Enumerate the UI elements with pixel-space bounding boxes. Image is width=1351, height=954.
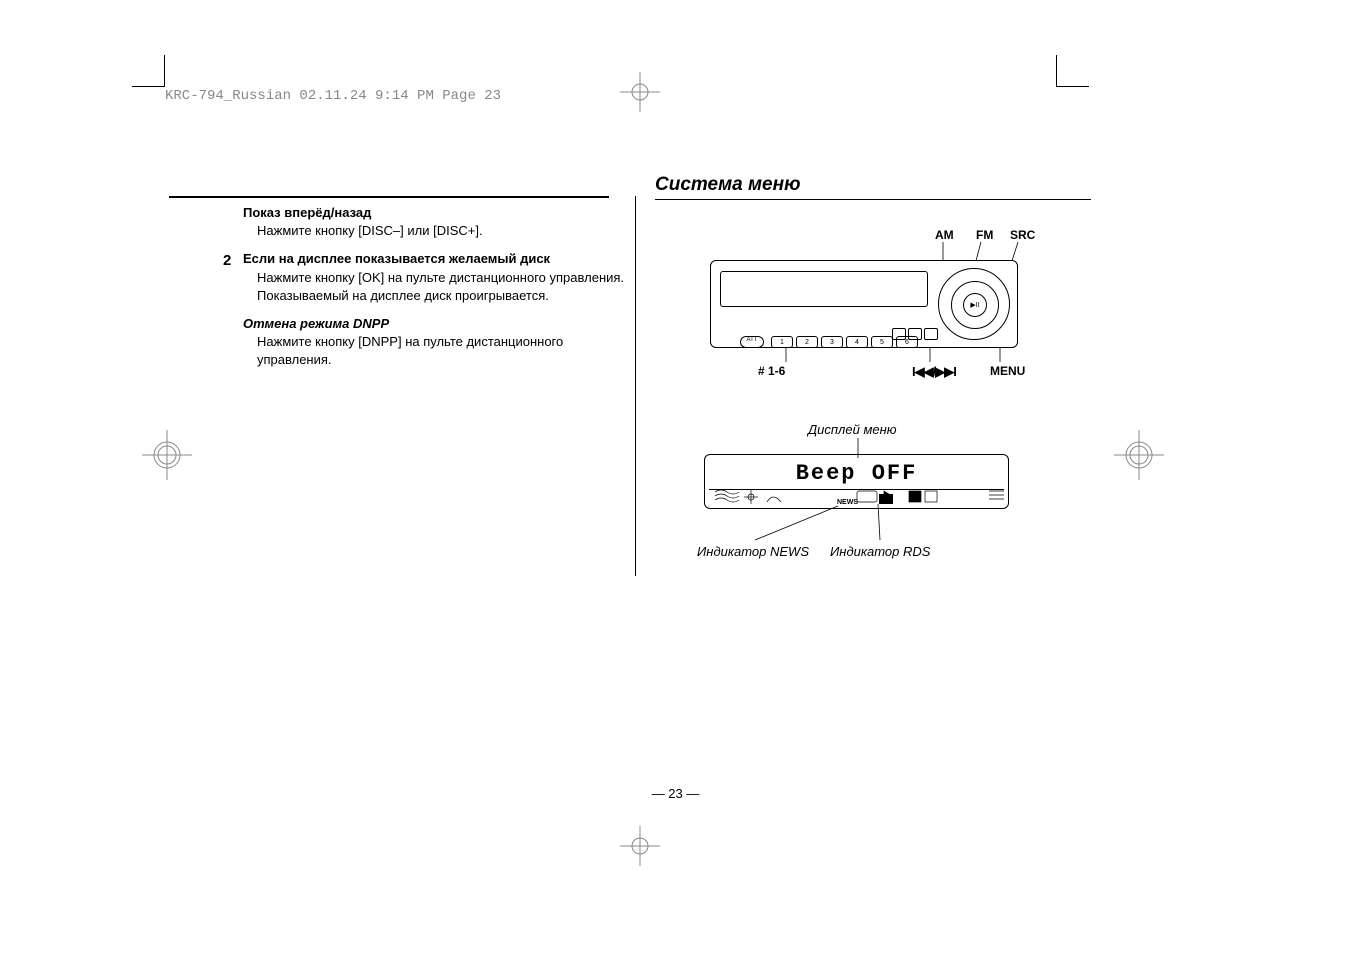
step-number: 2 xyxy=(223,250,231,271)
jog-center-button: ▶II xyxy=(963,293,987,317)
registration-mark-icon xyxy=(620,72,660,112)
radio-lcd xyxy=(720,271,928,307)
mini-button xyxy=(908,328,922,340)
body-text: Показываемый на дисплее диск проигрывает… xyxy=(257,287,628,305)
mini-button xyxy=(924,328,938,340)
display-caption: Дисплей меню xyxy=(808,422,897,437)
body-text: Нажмите кнопку [OK] на пульте дистанцион… xyxy=(257,269,628,287)
body-text: Нажмите кнопку [DNPP] на пульте дистанци… xyxy=(257,333,628,351)
body-text: управления. xyxy=(257,351,628,369)
left-column: Показ вперёд/назад Нажмите кнопку [DISC–… xyxy=(243,204,628,380)
label-seek: I◀◀/▶▶I xyxy=(912,364,956,380)
label-indicator-news: Индикатор NEWS xyxy=(697,544,809,559)
registration-mark-icon xyxy=(142,430,192,480)
label-preset-1-6: # 1-6 xyxy=(758,364,785,378)
crop-mark-tr xyxy=(1056,55,1089,87)
lcd-frame: Beep OFF xyxy=(704,454,1009,509)
subhead-desired-disc: Если на дисплее показывается желаемый ди… xyxy=(243,250,628,268)
lcd-icon-row: NEWS xyxy=(709,488,1004,506)
jog-dial: ▶II xyxy=(938,268,1010,340)
lcd-main-text: Beep OFF xyxy=(705,461,1008,486)
right-mini-buttons xyxy=(892,328,938,340)
registration-mark-icon xyxy=(1114,430,1164,480)
label-indicator-rds: Индикатор RDS xyxy=(830,544,930,559)
page-number: — 23 — xyxy=(0,786,1351,801)
column-divider xyxy=(635,196,636,576)
preset-button: 3 xyxy=(821,336,843,348)
att-button: ATT xyxy=(740,336,764,348)
print-header: KRC-794_Russian 02.11.24 9:14 PM Page 23 xyxy=(165,88,501,104)
label-fm: FM xyxy=(976,228,993,242)
preset-button: 4 xyxy=(846,336,868,348)
preset-button: 5 xyxy=(871,336,893,348)
page: KRC-794_Russian 02.11.24 9:14 PM Page 23… xyxy=(0,0,1351,954)
subhead-forward-back: Показ вперёд/назад xyxy=(243,204,628,222)
lcd-illustration: Beep OFF xyxy=(704,454,1009,534)
subhead-cancel-dnpp: Отмена режима DNPP xyxy=(243,315,628,333)
news-indicator: NEWS xyxy=(837,499,858,506)
divider xyxy=(169,196,609,198)
preset-button: 1 xyxy=(771,336,793,348)
label-src: SRC xyxy=(1010,228,1035,242)
section-title: Система меню xyxy=(655,174,1091,200)
crop-mark-tl xyxy=(132,55,165,87)
label-am: AM xyxy=(935,228,954,242)
rds-indicator-icon xyxy=(879,494,893,504)
preset-button: 2 xyxy=(796,336,818,348)
label-menu: MENU xyxy=(990,364,1025,378)
body-text: Нажмите кнопку [DISC–] или [DISC+]. xyxy=(257,222,628,240)
mini-button xyxy=(892,328,906,340)
registration-mark-icon xyxy=(620,826,660,866)
